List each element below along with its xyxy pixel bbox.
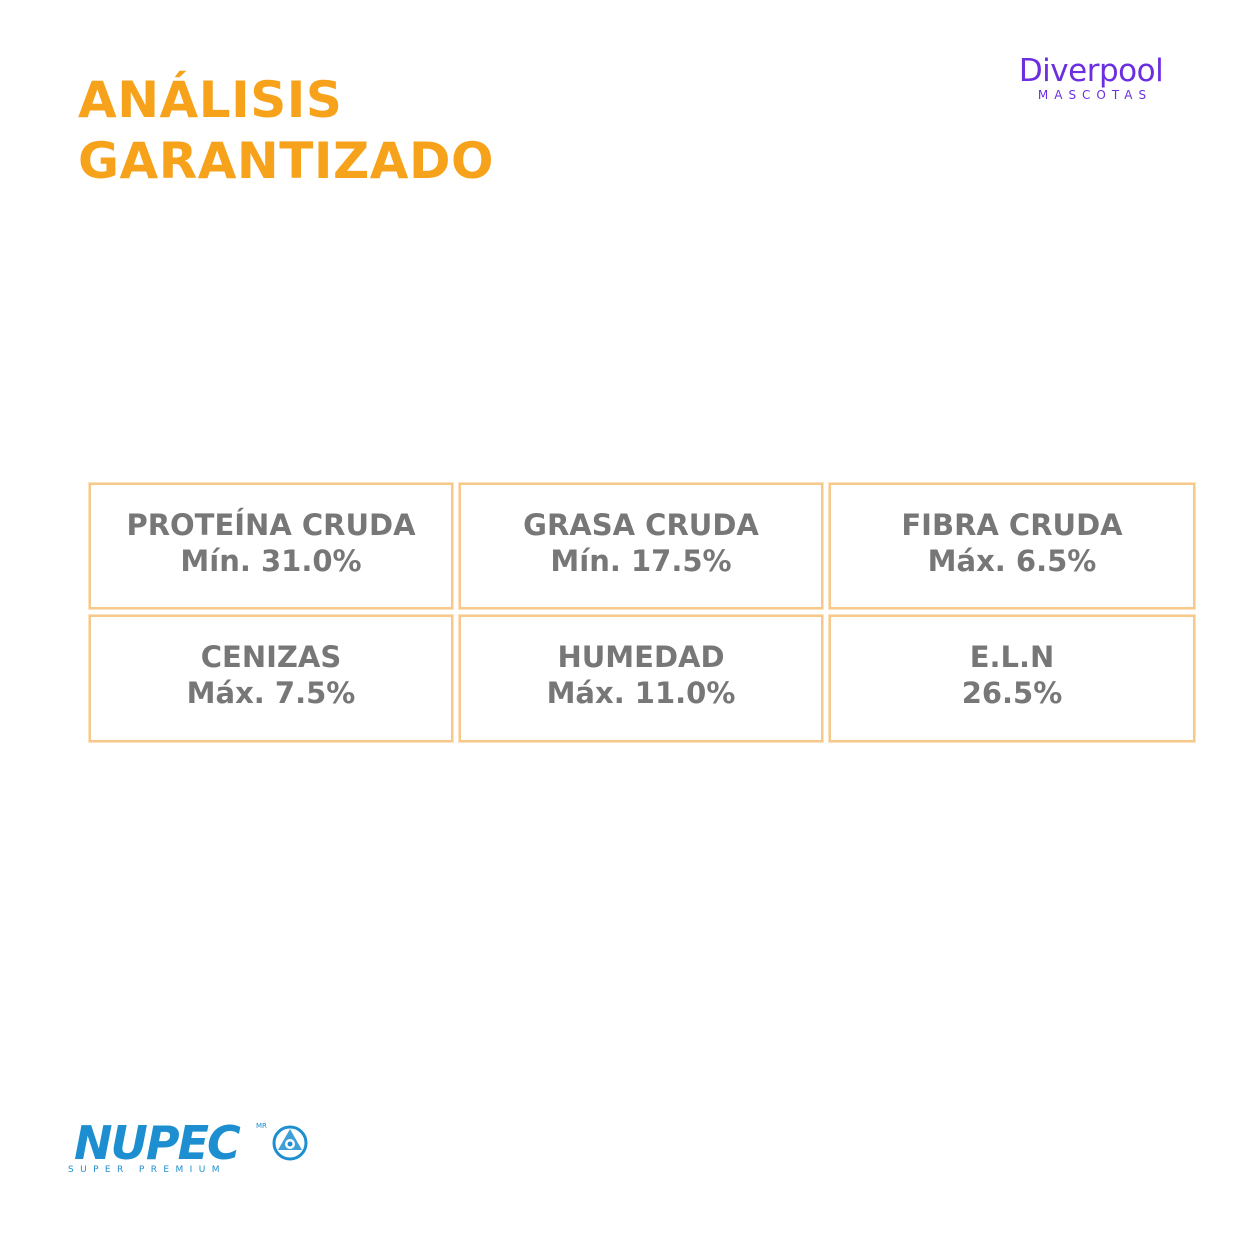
analysis-label: GRASA CRUDA [523, 508, 759, 542]
analysis-cell-eln: E.L.N 26.5% [829, 615, 1195, 742]
analysis-value: 26.5% [961, 676, 1063, 710]
analysis-cell-ash: CENIZAS Máx. 7.5% [89, 615, 453, 742]
analysis-cell-moisture: HUMEDAD Máx. 11.0% [459, 615, 823, 742]
analysis-label: HUMEDAD [557, 640, 725, 674]
analysis-value: Máx. 7.5% [186, 676, 356, 710]
nupec-logo: NUPEC MR SUPER PREMIUM [66, 1118, 316, 1180]
analysis-label: FIBRA CRUDA [901, 508, 1123, 542]
analysis-label: PROTEÍNA CRUDA [126, 508, 416, 542]
nupec-tagline: SUPER PREMIUM [68, 1165, 226, 1175]
analysis-value: Mín. 17.5% [550, 544, 732, 578]
diverpool-logo: Diverpool MASCOTAS [1008, 52, 1174, 102]
page-title: ANÁLISIS GARANTIZADO [78, 70, 494, 192]
analysis-value: Mín. 31.0% [180, 544, 362, 578]
page-title-line-1: ANÁLISIS [78, 71, 343, 129]
page-title-line-2: GARANTIZADO [78, 132, 494, 190]
analysis-cell-fat: GRASA CRUDA Mín. 17.5% [459, 483, 823, 609]
nupec-emblem-icon [272, 1125, 308, 1161]
analysis-cell-protein: PROTEÍNA CRUDA Mín. 31.0% [89, 483, 453, 609]
brand-tagline: MASCOTAS [1037, 88, 1153, 102]
analysis-cell-fiber: FIBRA CRUDA Máx. 6.5% [829, 483, 1195, 609]
analysis-label: CENIZAS [200, 640, 342, 674]
analysis-value: Máx. 11.0% [546, 676, 736, 710]
analysis-value: Máx. 6.5% [927, 544, 1097, 578]
brand-name: Diverpool [1018, 53, 1164, 89]
nupec-wordmark: NUPEC [74, 1116, 241, 1170]
nupec-trademark: MR [256, 1122, 267, 1130]
analysis-label: E.L.N [969, 640, 1055, 674]
guaranteed-analysis-table: PROTEÍNA CRUDA Mín. 31.0% GRASA CRUDA Mí… [89, 483, 1195, 742]
